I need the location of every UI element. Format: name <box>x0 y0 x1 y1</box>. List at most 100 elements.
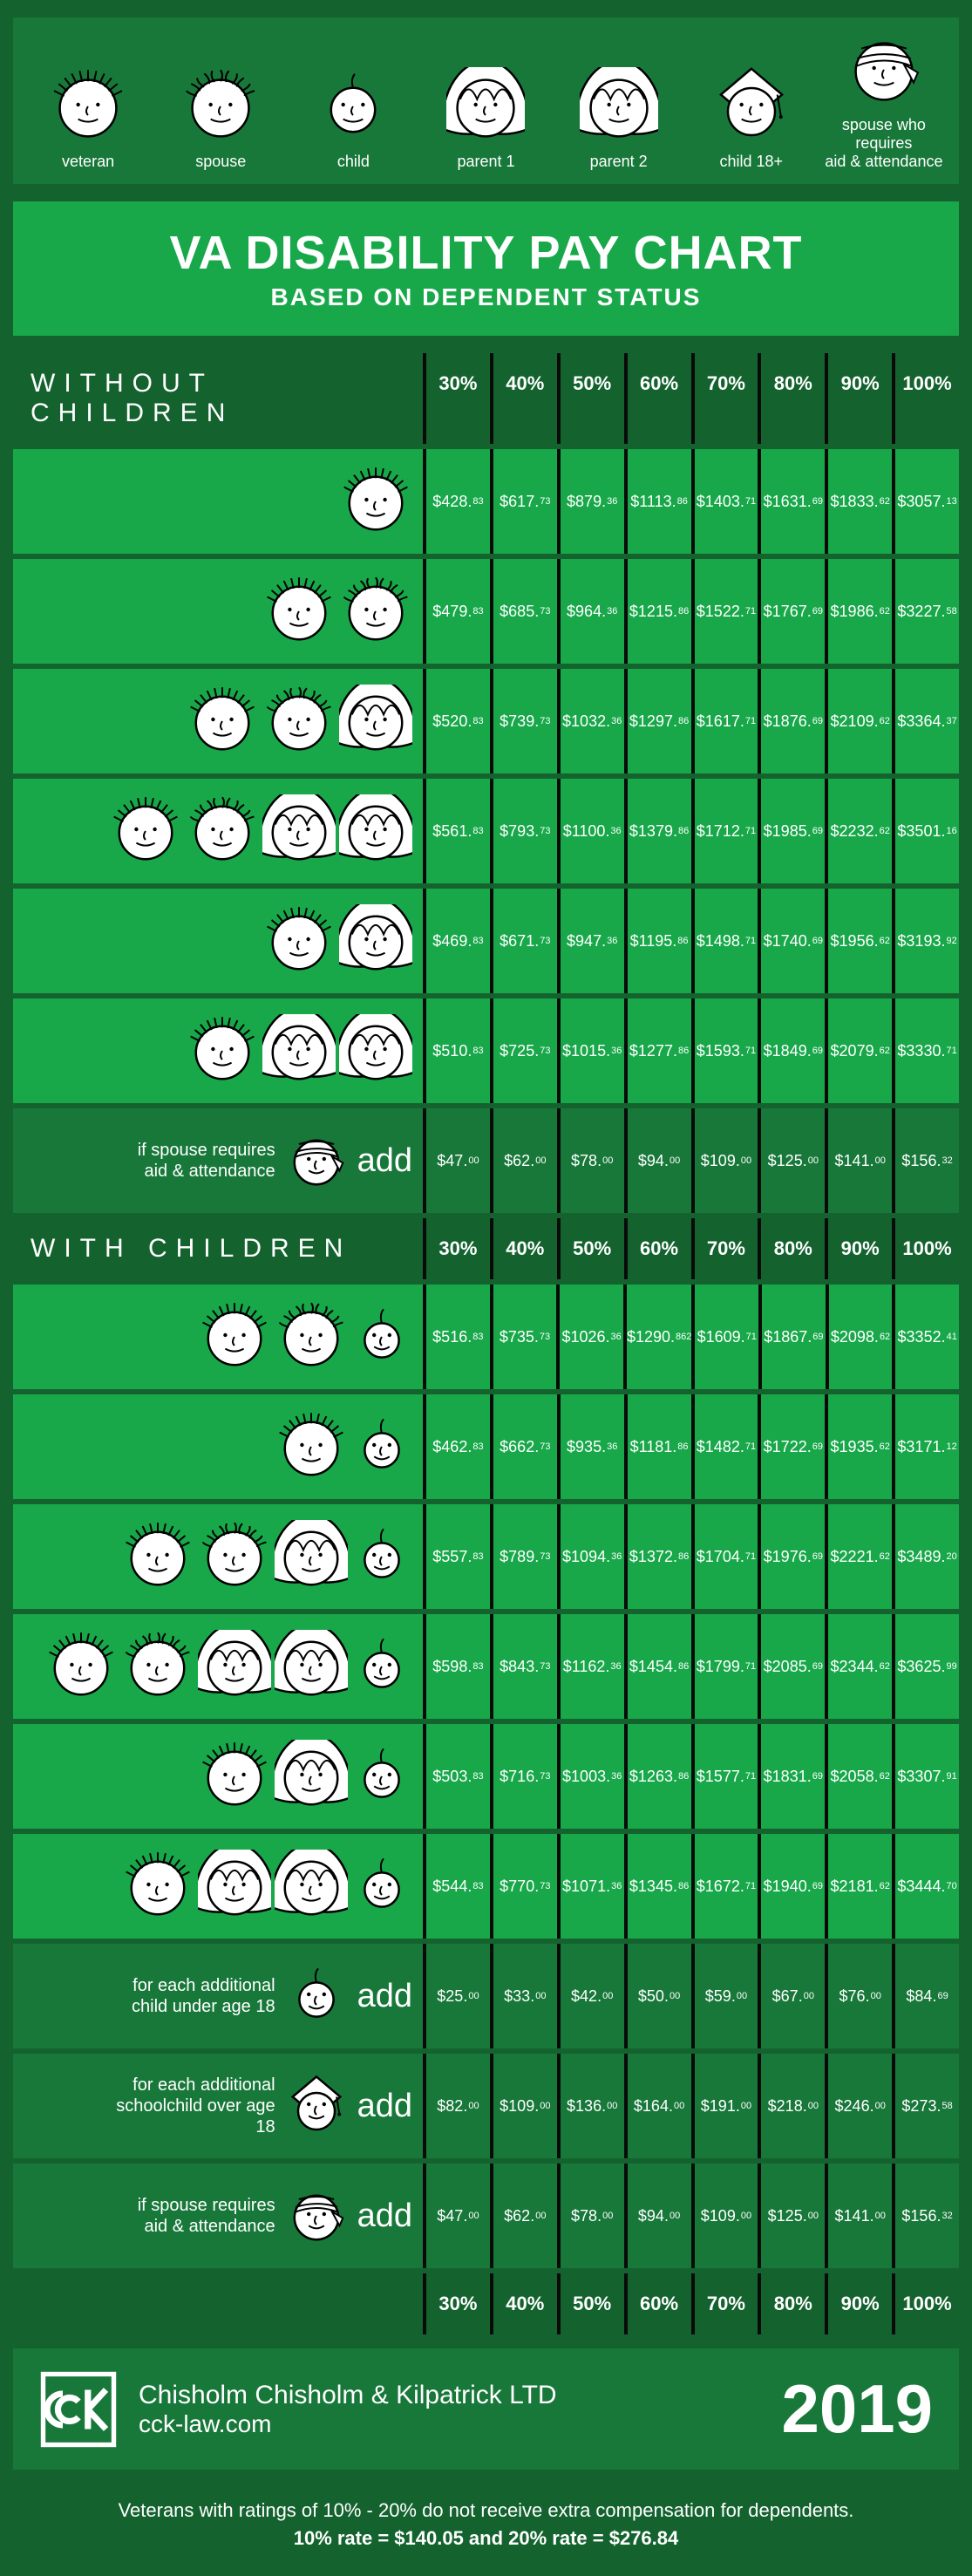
legend-row: veteran spouse child parent 1 parent 2 c… <box>13 17 959 184</box>
legend-item-parent1: parent 1 <box>419 67 552 171</box>
percent-footer-cells: 30%40%50%60%70%80%90%100% <box>423 2273 959 2334</box>
section-label-without: WITHOUT CHILDREN <box>13 353 423 444</box>
data-cell: $25.00 <box>423 1944 490 2048</box>
data-cell: $1215.86 <box>624 559 691 664</box>
data-cell: $1767.69 <box>758 559 825 664</box>
row-faces <box>262 904 412 978</box>
data-cell: $1403.71 <box>691 449 758 554</box>
data-cell: $685.73 <box>490 559 557 664</box>
data-cell: $246.00 <box>825 2054 892 2158</box>
row-data-cells: $25.00$33.00$42.00$50.00$59.00$67.00$76.… <box>423 1944 959 2048</box>
data-cell: $3352.41 <box>892 1285 959 1389</box>
data-cell: $33.00 <box>490 1944 557 2048</box>
data-cell: $2085.69 <box>758 1614 825 1719</box>
data-cell: $273.58 <box>892 2054 959 2158</box>
data-cell: $662.73 <box>490 1394 557 1499</box>
data-cell: $1704.71 <box>691 1504 758 1609</box>
data-cell: $2344.62 <box>825 1614 892 1719</box>
row-label: for each additionalchild under age 18 ad… <box>13 1944 423 2048</box>
data-cell: $1712.71 <box>691 779 758 883</box>
data-cell: $462.83 <box>423 1394 490 1499</box>
data-cell: $84.69 <box>892 1944 959 2048</box>
add-description: if spouse requiresaid & attendance <box>138 2195 275 2237</box>
with-children-rows: $516.83$735.73$1026.36$1290.862$1609.71$… <box>13 1285 959 2268</box>
row-data-cells: $503.83$716.73$1003.36$1263.86$1577.71$1… <box>423 1724 959 1829</box>
section-label-with: WITH CHILDREN <box>13 1218 423 1279</box>
row-data-cells: $520.83$739.73$1032.36$1297.86$1617.71$1… <box>423 669 959 773</box>
footer-note: Veterans with ratings of 10% - 20% do no… <box>13 2482 959 2576</box>
data-cell: $1577.71 <box>691 1724 758 1829</box>
data-cell: $1956.62 <box>825 889 892 993</box>
data-cell: $793.73 <box>490 779 557 883</box>
add-row: for each additionalschoolchild over age1… <box>13 2054 959 2158</box>
percent-header-cell: 100% <box>892 1218 959 1279</box>
legend-label: parent 1 <box>419 153 552 171</box>
percent-header-cell: 60% <box>624 353 691 444</box>
infographic-container: veteran spouse child parent 1 parent 2 c… <box>0 0 972 2576</box>
data-cell: $1277.86 <box>624 998 691 1103</box>
data-cell: $510.83 <box>423 998 490 1103</box>
row-label <box>13 889 423 993</box>
data-cell: $164.00 <box>624 2054 691 2158</box>
percent-header-cell: 30% <box>423 2273 490 2334</box>
data-cell: $1100.36 <box>557 779 624 883</box>
data-cell: $1985.69 <box>758 779 825 883</box>
row-faces <box>198 1300 412 1373</box>
data-cell: $1071.36 <box>557 1834 624 1939</box>
table-row: $479.83$685.73$964.36$1215.86$1522.71$17… <box>13 559 959 664</box>
row-data-cells: $479.83$685.73$964.36$1215.86$1522.71$17… <box>423 559 959 664</box>
data-cell: $598.83 <box>423 1614 490 1719</box>
data-cell: $1867.69 <box>758 1285 826 1389</box>
footer-year: 2019 <box>781 2369 933 2449</box>
footer-note-line2: 10% rate = $140.05 and 20% rate = $276.8… <box>22 2527 950 2550</box>
row-label <box>13 1614 423 1719</box>
data-cell: $1290.862 <box>623 1285 691 1389</box>
legend-label: veteran <box>22 153 154 171</box>
data-cell: $1094.36 <box>557 1504 624 1609</box>
data-cell: $125.00 <box>758 1108 825 1213</box>
row-label <box>13 1504 423 1609</box>
table-row: $510.83$725.73$1015.36$1277.86$1593.71$1… <box>13 998 959 1103</box>
row-label <box>13 779 423 883</box>
data-cell: $1799.71 <box>691 1614 758 1719</box>
percent-header-cell: 50% <box>557 2273 624 2334</box>
legend-label: parent 2 <box>553 153 685 171</box>
percent-header-cell: 80% <box>758 2273 825 2334</box>
data-cell: $1032.36 <box>557 669 624 773</box>
data-cell: $843.73 <box>490 1614 557 1719</box>
data-cell: $1849.69 <box>758 998 825 1103</box>
data-cell: $3330.71 <box>892 998 959 1103</box>
row-label: if spouse requiresaid & attendance add <box>13 1108 423 1213</box>
table-row: $428.83$617.73$879.36$1113.86$1403.71$16… <box>13 449 959 554</box>
data-cell: $191.00 <box>691 2054 758 2158</box>
percent-header-cell: 50% <box>557 353 624 444</box>
data-cell: $1195.86 <box>624 889 691 993</box>
section-header-without: WITHOUT CHILDREN 30%40%50%60%70%80%90%10… <box>13 353 959 444</box>
percent-header-cell: 90% <box>825 353 892 444</box>
data-cell: $3625.99 <box>892 1614 959 1719</box>
percent-header-cell: 40% <box>490 1218 557 1279</box>
data-cell: $3227.58 <box>892 559 959 664</box>
data-cell: $78.00 <box>557 2164 624 2268</box>
data-cell: $1113.86 <box>624 449 691 554</box>
data-cell: $1379.86 <box>624 779 691 883</box>
data-cell: $770.73 <box>490 1834 557 1939</box>
row-data-cells: $82.00$109.00$136.00$164.00$191.00$218.0… <box>423 2054 959 2158</box>
data-cell: $62.00 <box>490 2164 557 2268</box>
data-cell: $1740.69 <box>758 889 825 993</box>
data-cell: $1876.69 <box>758 669 825 773</box>
legend-label: spouse <box>154 153 287 171</box>
table-row: $516.83$735.73$1026.36$1290.862$1609.71$… <box>13 1285 959 1389</box>
data-cell: $3193.92 <box>892 889 959 993</box>
data-cell: $47.00 <box>423 1108 490 1213</box>
data-cell: $561.83 <box>423 779 490 883</box>
data-cell: $503.83 <box>423 1724 490 1829</box>
footer-block: Chisholm Chisholm & Kilpatrick LTD cck-l… <box>13 2348 959 2470</box>
legend-label: spouse who requiresaid & attendance <box>818 116 950 171</box>
data-cell: $725.73 <box>490 998 557 1103</box>
data-cell: $3171.12 <box>892 1394 959 1499</box>
data-cell: $2181.62 <box>825 1834 892 1939</box>
data-cell: $947.36 <box>557 889 624 993</box>
add-row: for each additionalchild under age 18 ad… <box>13 1944 959 2048</box>
data-cell: $2079.62 <box>825 998 892 1103</box>
